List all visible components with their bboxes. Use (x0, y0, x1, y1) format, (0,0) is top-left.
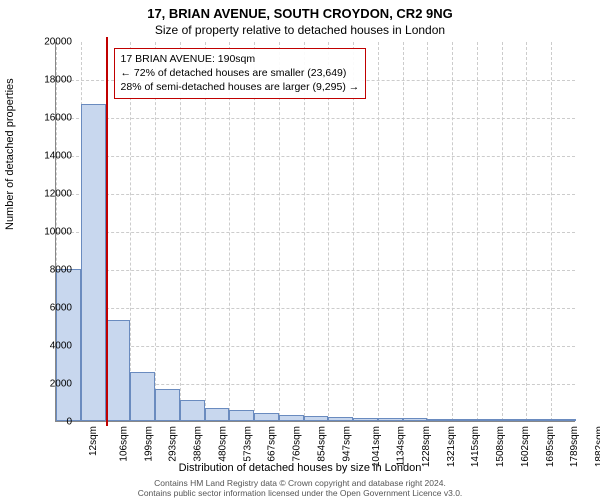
gridline-v (229, 42, 230, 421)
x-tick-label: 1789sqm (570, 426, 581, 467)
gridline-v (526, 42, 527, 421)
y-tick-label: 20000 (32, 37, 72, 48)
gridline-v (403, 42, 404, 421)
y-tick-label: 16000 (32, 113, 72, 124)
histogram-bar (304, 416, 329, 421)
x-tick-label: 947sqm (341, 426, 352, 462)
histogram-bar (180, 400, 205, 421)
gridline-v (452, 42, 453, 421)
x-tick-label: 1321sqm (446, 426, 457, 467)
property-marker-line (106, 37, 108, 426)
y-axis-label: Number of detached properties (4, 78, 16, 230)
gridline-v (502, 42, 503, 421)
histogram-bar (378, 418, 403, 421)
x-tick-label: 199sqm (143, 426, 154, 462)
histogram-bar (427, 419, 452, 421)
x-tick-label: 573sqm (242, 426, 253, 462)
callout-line3: 28% of semi-detached houses are larger (… (121, 80, 360, 94)
gridline-h (56, 156, 575, 157)
gridline-v (205, 42, 206, 421)
gridline-h (56, 232, 575, 233)
gridline-v (279, 42, 280, 421)
x-tick-label: 854sqm (316, 426, 327, 462)
gridline-h (56, 346, 575, 347)
histogram-bar (403, 418, 428, 421)
x-tick-label: 480sqm (217, 426, 228, 462)
y-tick-label: 10000 (32, 227, 72, 238)
histogram-bar (155, 389, 180, 421)
histogram-bar (205, 408, 230, 421)
y-tick-label: 6000 (32, 303, 72, 314)
gridline-v (130, 42, 131, 421)
footer-attribution: Contains HM Land Registry data © Crown c… (0, 478, 600, 498)
x-tick-label: 1041sqm (372, 426, 383, 467)
x-tick-label: 667sqm (267, 426, 278, 462)
gridline-v (477, 42, 478, 421)
y-tick-label: 18000 (32, 75, 72, 86)
gridline-h (56, 308, 575, 309)
gridline-v (304, 42, 305, 421)
x-tick-label: 1134sqm (396, 426, 407, 466)
histogram-bar (353, 418, 378, 421)
gridline-v (180, 42, 181, 421)
histogram-bar (502, 419, 527, 421)
histogram-bar (106, 320, 131, 421)
histogram-bar (279, 415, 304, 421)
gridline-v (427, 42, 428, 421)
x-tick-label: 1882sqm (594, 426, 600, 467)
title-sub: Size of property relative to detached ho… (0, 21, 600, 37)
x-tick-label: 1415sqm (471, 426, 482, 467)
title-main: 17, BRIAN AVENUE, SOUTH CROYDON, CR2 9NG (0, 0, 600, 21)
x-tick-label: 293sqm (168, 426, 179, 462)
callout-box: 17 BRIAN AVENUE: 190sqm← 72% of detached… (114, 48, 367, 99)
footer-line1: Contains HM Land Registry data © Crown c… (0, 478, 600, 488)
x-tick-label: 1695sqm (545, 426, 556, 467)
x-tick-label: 386sqm (193, 426, 204, 462)
gridline-h (56, 194, 575, 195)
plot-area: 17 BRIAN AVENUE: 190sqm← 72% of detached… (55, 42, 575, 422)
x-tick-label: 1508sqm (495, 426, 506, 467)
histogram-chart: 17 BRIAN AVENUE: 190sqm← 72% of detached… (55, 42, 575, 422)
y-tick-label: 4000 (32, 341, 72, 352)
gridline-v (155, 42, 156, 421)
histogram-bar (328, 417, 353, 421)
gridline-v (378, 42, 379, 421)
gridline-v (353, 42, 354, 421)
y-tick-label: 2000 (32, 379, 72, 390)
histogram-bar (477, 419, 502, 421)
x-tick-label: 1228sqm (421, 426, 432, 467)
gridline-h (56, 118, 575, 119)
callout-line2: ← 72% of detached houses are smaller (23… (121, 66, 360, 80)
gridline-v (254, 42, 255, 421)
x-tick-label: 12sqm (88, 426, 99, 456)
footer-line2: Contains public sector information licen… (0, 488, 600, 498)
y-tick-label: 12000 (32, 189, 72, 200)
gridline-v (328, 42, 329, 421)
histogram-bar (452, 419, 477, 421)
histogram-bar (229, 410, 254, 421)
x-tick-label: 1602sqm (520, 426, 531, 467)
histogram-bar (526, 419, 551, 421)
x-tick-label: 760sqm (292, 426, 303, 462)
histogram-bar (81, 104, 106, 421)
gridline-h (56, 270, 575, 271)
x-tick-label: 106sqm (118, 426, 129, 462)
y-tick-label: 0 (32, 417, 72, 428)
y-tick-label: 14000 (32, 151, 72, 162)
y-tick-label: 8000 (32, 265, 72, 276)
callout-line1: 17 BRIAN AVENUE: 190sqm (121, 52, 360, 66)
gridline-v (551, 42, 552, 421)
histogram-bar (130, 372, 155, 421)
histogram-bar (254, 413, 279, 421)
histogram-bar (551, 419, 576, 421)
x-axis-label: Distribution of detached houses by size … (0, 462, 600, 474)
